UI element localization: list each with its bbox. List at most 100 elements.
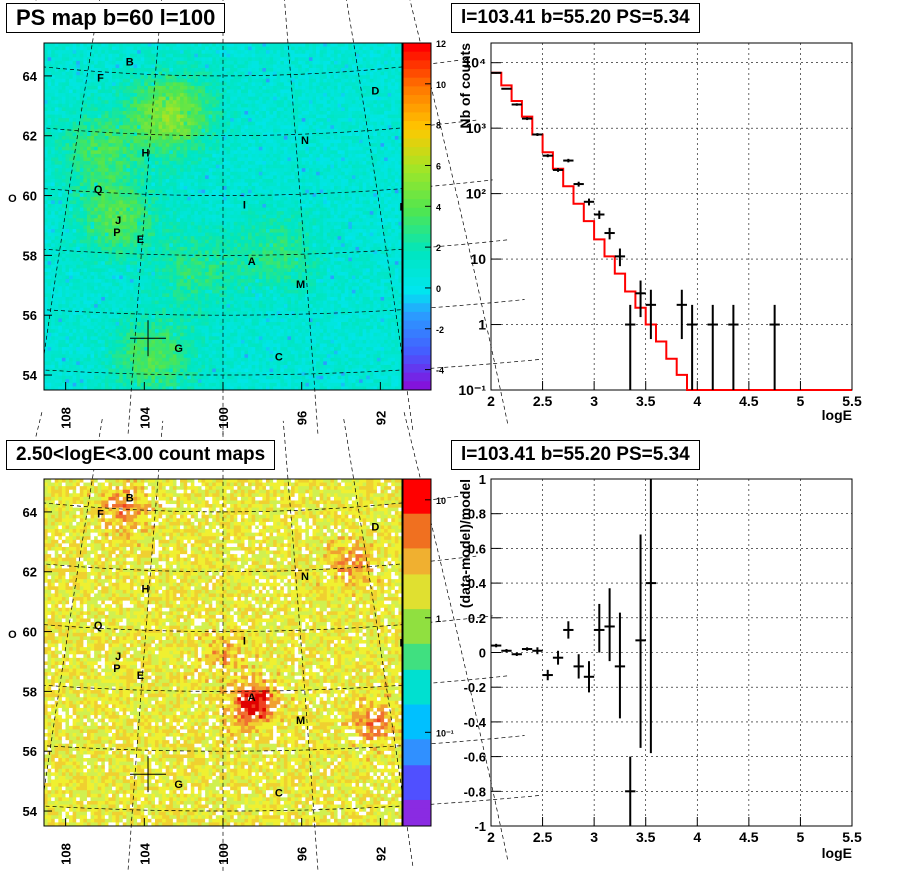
y-tick-label: 1 [478,317,486,333]
map-margin [0,439,44,866]
x-tick-label: 2 [487,829,495,845]
x-tick-label: 104 [137,406,152,428]
x-axis-label: logE [822,407,852,423]
data-point [604,227,615,240]
graticule-meridian [127,0,162,434]
y-tick-label: 10³ [466,120,487,136]
graticule-meridian [343,416,414,866]
x-tick-label: 4.5 [739,829,759,845]
colorbar-tick-label: 0 [436,284,441,294]
data-point [491,71,502,74]
y-tick-label: 60 [23,625,37,640]
y-tick-label: 0.2 [468,611,486,626]
x-tick-label: 100 [216,407,231,429]
x-tick-label: 104 [137,842,152,864]
y-tick-label: 62 [23,565,37,580]
data-point [573,181,584,187]
source-label-b: B [126,56,134,68]
y-tick-label: 58 [23,684,37,699]
ps-map-pixels [44,43,403,391]
data-point [563,158,574,163]
data-point [511,103,522,106]
x-tick-label: 108 [59,407,74,429]
data-point [552,168,564,172]
y-tick-label: -0.8 [464,784,486,799]
colorbar-tick-label: -2 [436,325,444,335]
x-tick-label: 108 [59,843,74,865]
graticule-parallel [0,119,477,137]
y-tick-label: 64 [23,505,38,520]
data-point [635,280,646,318]
colorbar-tick-label: 1 [436,614,441,624]
x-tick-label: 5.5 [842,393,862,409]
source-label-g: G [174,779,183,791]
x-tick-label: 96 [295,847,310,861]
map-margin [0,3,44,430]
data-point [707,304,718,390]
spectrum-title: l=103.41 b=55.20 PS=5.34 [451,3,700,33]
graticule-parallel [0,495,460,513]
colorbar-tick-label: 10⁻¹ [436,728,454,738]
y-tick-label: 58 [23,248,37,263]
data-point [614,248,626,267]
data-point [594,210,605,219]
graticule-parallel [0,59,460,77]
residual-point [583,661,595,693]
source-label-m: M [296,715,305,727]
x-tick-label: 4.5 [739,393,759,409]
x-tick-label: 5.5 [842,829,862,845]
source-label-j: J [115,215,121,227]
data-point [542,154,553,158]
data-point [625,304,636,390]
source-label-f: F [97,73,104,85]
count-map-pixels [44,479,403,827]
source-label-a: A [248,256,256,268]
colorbar-tick-label: 4 [436,202,441,212]
source-label-h: H [142,583,150,595]
spectrum-grid [491,43,852,390]
colorbar-tick-label: 12 [436,39,446,49]
graticule-meridian [282,420,319,870]
source-label-o: O [8,629,17,641]
source-label-f: F [97,509,104,521]
data-point [501,87,512,90]
y-tick-label: -0.6 [464,750,486,765]
x-tick-label: 4 [693,393,701,409]
colorbar-frame [402,42,432,391]
y-tick-label: 0.6 [468,541,486,556]
y-tick-label: 10⁻¹ [458,382,486,398]
x-tick-label: 96 [295,411,310,425]
y-tick-label: 1 [479,472,486,487]
source-label-m: M [296,279,305,291]
colorbar-tick-label: 6 [436,161,441,171]
x-axis-label: logE [822,845,852,861]
x-tick-label: 3 [590,393,598,409]
residual-point [501,649,512,653]
x-tick-label: 2.5 [533,393,553,409]
graticule-meridian [127,420,164,870]
y-tick-label: 54 [23,368,38,383]
x-tick-label: 3 [590,829,598,845]
residual-point [552,650,564,665]
residual-point [511,652,522,656]
data-point [532,133,543,136]
source-label-d: D [371,86,379,98]
spectrum-frame [490,42,853,391]
y-tick-label: 54 [23,804,38,819]
source-label-q: Q [94,184,103,196]
colorbar-tick-label: 8 [436,121,441,131]
residual-point [563,621,574,639]
source-label-b: B [126,492,134,504]
graticule-meridian [284,0,319,434]
x-tick-label: 4 [693,829,701,845]
y-axis-label: Nb of counts [457,43,473,129]
source-label-i: I [243,199,246,211]
residual-point [521,647,533,651]
colorbar-tick-label: 10 [436,496,446,506]
graticule-meridian [32,416,103,866]
residual-point [625,756,636,826]
data-point [583,198,595,206]
residual-point [635,534,646,748]
y-axis-label: (data-model)/model [457,479,473,608]
